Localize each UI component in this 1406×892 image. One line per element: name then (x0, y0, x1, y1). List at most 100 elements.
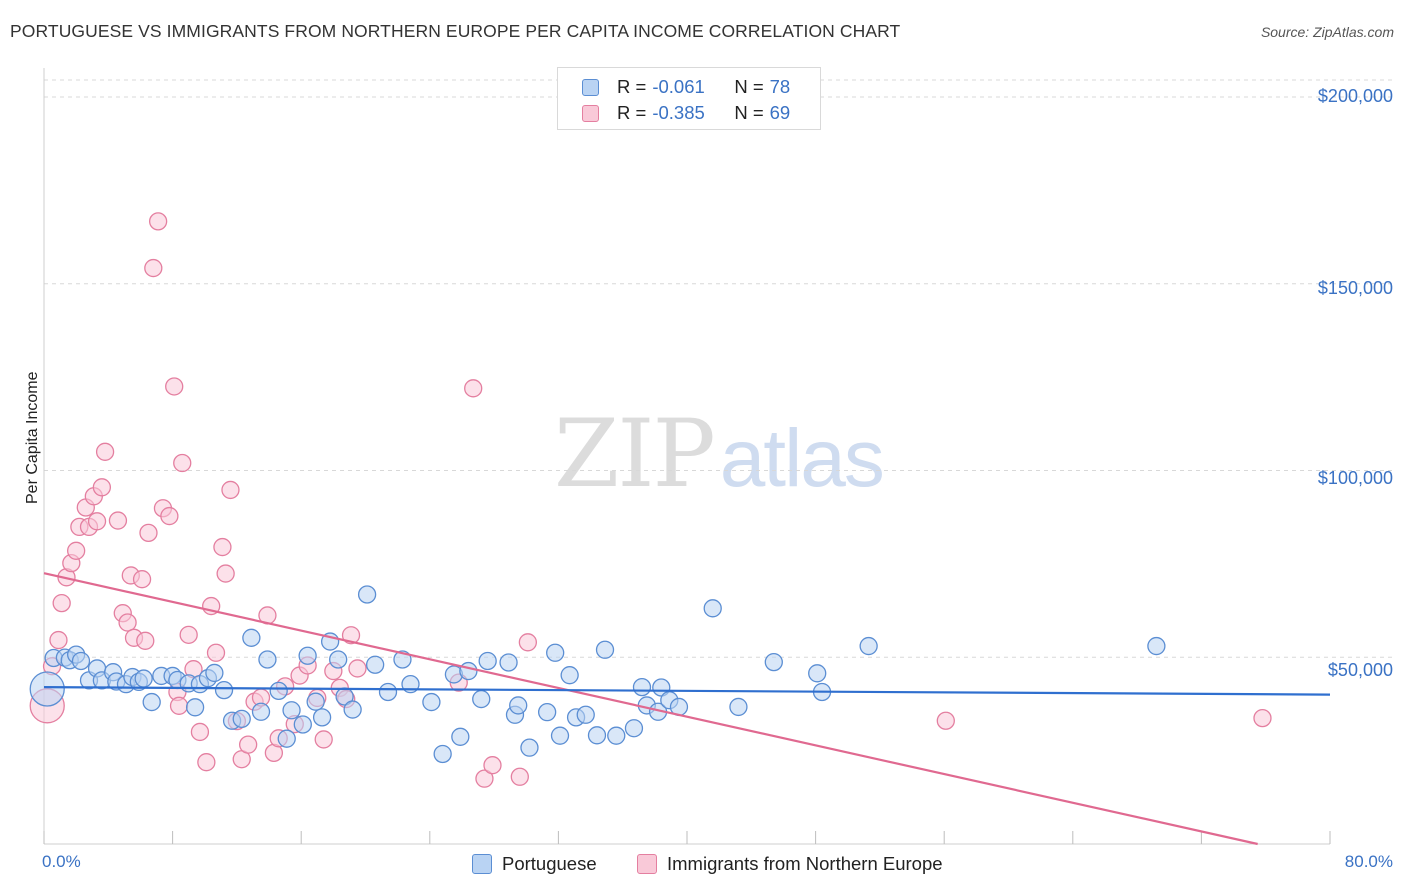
y-tick-label: $200,000 (1317, 86, 1393, 106)
legend-label-immigrants: Immigrants from Northern Europe (667, 853, 943, 874)
legend-swatch-pink (637, 854, 657, 874)
point-immigrants (475, 769, 494, 788)
point-portuguese (306, 692, 325, 711)
point-portuguese (703, 599, 722, 618)
point-portuguese (29, 671, 65, 707)
gridlines (44, 79, 1394, 658)
watermark-atlas: atlas (719, 413, 885, 504)
legend-swatch-blue (472, 854, 492, 874)
point-portuguese (478, 651, 497, 671)
series-immigrants-points (29, 212, 1272, 788)
point-portuguese (859, 636, 878, 656)
point-portuguese (624, 719, 644, 738)
point-immigrants (173, 453, 192, 473)
point-immigrants (179, 625, 198, 644)
point-immigrants (197, 753, 216, 772)
r-label: R = (617, 76, 647, 97)
point-portuguese (242, 628, 261, 647)
legend-swatch-pink (582, 104, 599, 122)
point-portuguese (185, 698, 205, 717)
point-portuguese (550, 726, 570, 745)
point-immigrants (92, 478, 112, 497)
point-portuguese (214, 680, 234, 700)
point-immigrants (67, 541, 86, 560)
point-immigrants (314, 730, 333, 749)
r-label: R = (617, 102, 647, 123)
point-portuguese (378, 682, 398, 702)
point-immigrants (139, 523, 158, 543)
n-value: 69 (769, 102, 791, 123)
series-legend: Portuguese Immigrants from Northern Euro… (0, 853, 1406, 877)
point-portuguese (537, 703, 557, 722)
point-portuguese (587, 726, 607, 745)
point-portuguese (560, 666, 579, 685)
trend-lines (43, 572, 1331, 846)
point-portuguese (520, 738, 539, 757)
point-immigrants (221, 480, 240, 500)
point-immigrants (518, 633, 538, 652)
point-portuguese (422, 692, 441, 712)
point-immigrants (136, 631, 155, 650)
point-portuguese (607, 726, 626, 745)
point-immigrants (52, 593, 71, 613)
point-immigrants (348, 659, 367, 678)
watermark: ZIPatlas (554, 400, 885, 509)
point-portuguese (459, 661, 478, 681)
legend-row-immigrants: R = -0.385 N = 69 (582, 102, 790, 124)
point-immigrants (144, 258, 163, 278)
point-portuguese (499, 653, 518, 672)
point-portuguese (71, 651, 91, 671)
point-immigrants (1253, 708, 1272, 728)
point-immigrants (49, 630, 68, 650)
point-immigrants (190, 722, 210, 742)
trend-line-immigrants (43, 572, 1258, 846)
point-portuguese (509, 696, 528, 715)
point-immigrants (87, 512, 107, 531)
point-portuguese (298, 646, 317, 665)
series-portuguese-points (29, 585, 1166, 764)
legend-swatch-blue (582, 78, 599, 96)
x-tick-label-max: 80.0% (1344, 852, 1393, 871)
point-portuguese (729, 697, 748, 717)
point-portuguese (451, 727, 470, 746)
legend-item-immigrants[interactable]: Immigrants from Northern Europe (637, 853, 943, 875)
point-portuguese (1147, 636, 1166, 656)
point-portuguese (632, 677, 652, 697)
point-portuguese (142, 692, 161, 712)
point-immigrants (108, 511, 128, 530)
y-tick-label: $50,000 (1327, 660, 1393, 680)
point-immigrants (148, 212, 168, 231)
point-portuguese (269, 681, 288, 701)
point-immigrants (165, 377, 184, 396)
legend-item-portuguese[interactable]: Portuguese (472, 853, 597, 875)
point-portuguese (282, 701, 301, 720)
point-portuguese (764, 652, 783, 672)
n-label: N = (734, 76, 764, 97)
y-axis-label: Per Capita Income (24, 371, 41, 504)
legend-row-portuguese: R = -0.061 N = 78 (582, 76, 790, 98)
x-tick-label-min: 0.0% (42, 852, 81, 871)
point-portuguese (365, 655, 385, 674)
point-immigrants (216, 564, 235, 583)
point-immigrants (239, 735, 258, 754)
watermark-zip: ZIP (554, 400, 716, 509)
point-immigrants (483, 756, 502, 775)
r-value: -0.385 (652, 102, 705, 123)
trend-line-portuguese (43, 686, 1331, 696)
point-immigrants (464, 379, 483, 398)
point-immigrants (936, 711, 955, 730)
n-value: 78 (769, 76, 791, 97)
point-portuguese (258, 650, 277, 669)
legend-label-portuguese: Portuguese (502, 853, 597, 874)
n-label: N = (734, 102, 764, 123)
point-portuguese (343, 700, 362, 719)
point-immigrants (341, 626, 361, 645)
correlation-legend: R = -0.061 N = 78 R = -0.385 N = 69 (557, 67, 821, 130)
point-portuguese (357, 585, 377, 604)
point-portuguese (595, 640, 615, 659)
chart-title: PORTUGUESE VS IMMIGRANTS FROM NORTHERN E… (10, 21, 901, 41)
point-immigrants (213, 537, 232, 557)
point-portuguese (329, 650, 348, 669)
point-immigrants (169, 696, 189, 715)
